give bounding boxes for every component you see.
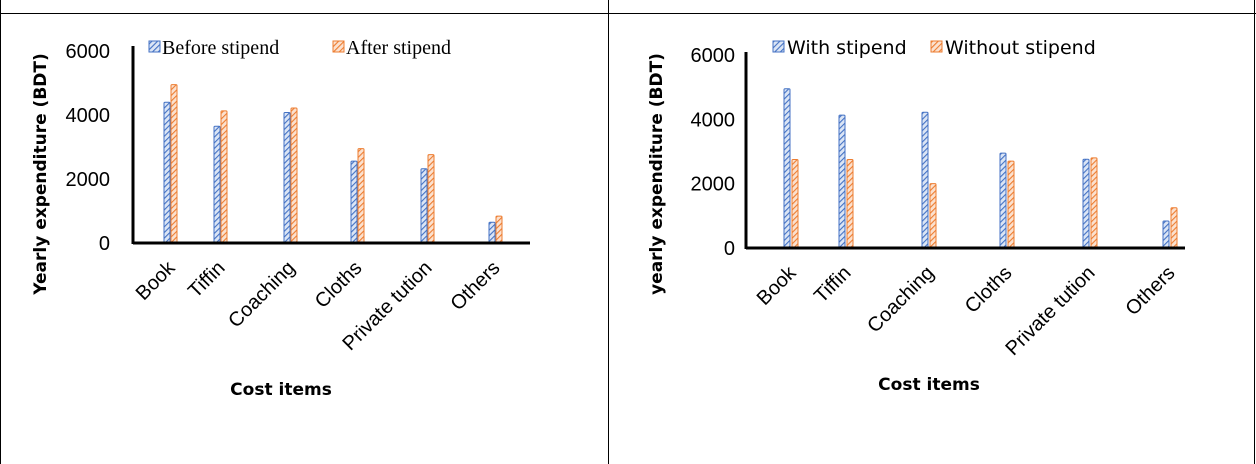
chart-right: With stipend Without stipend yearly expe… [647, 37, 1185, 395]
bar-without-stipend-cloths [1007, 160, 1015, 249]
bar-before-stipend-coaching [283, 111, 291, 244]
legend-swatch-with-stipend [772, 40, 785, 53]
bar-with-stipend-others [1162, 220, 1170, 249]
x-tick-label-tiffin: Tiffin [184, 257, 229, 302]
bar-after-stipend-book [170, 84, 178, 244]
bar-with-stipend-tiffin [838, 114, 846, 249]
bar-after-stipend-others [495, 215, 503, 244]
x-tick-label-coaching: Coaching [863, 262, 938, 337]
x-axis-title-right: Cost items [878, 375, 980, 395]
x-tick-label-others: Others [447, 257, 505, 315]
y-axis-title-right: yearly expenditure (BDT) [647, 53, 667, 295]
y-tick-label-2000: 2000 [66, 169, 111, 191]
y-ticks-right: 0 2000 4000 6000 [691, 45, 736, 260]
bar-without-stipend-coaching [929, 183, 937, 249]
bar-after-stipend-tiffin [220, 110, 228, 244]
legend-label-with-stipend: With stipend [787, 37, 907, 59]
bar-before-stipend-others [488, 221, 496, 244]
bar-before-stipend-tiffin [213, 125, 221, 244]
x-axis-title-left: Cost items [230, 380, 332, 400]
y-tick-label-2000: 2000 [691, 174, 736, 196]
y-tick-label-4000: 4000 [691, 109, 736, 131]
bar-without-stipend-tiffin [846, 159, 854, 249]
bar-with-stipend-private-tution [1082, 158, 1090, 249]
bar-before-stipend-private-tution [420, 168, 428, 244]
bar-after-stipend-cloths [357, 148, 365, 244]
y-tick-label-4000: 4000 [66, 105, 111, 127]
bar-without-stipend-others [1170, 207, 1178, 249]
x-tick-label-tiffin: Tiffin [810, 262, 855, 307]
bar-after-stipend-coaching [290, 107, 298, 244]
bar-with-stipend-coaching [921, 111, 929, 249]
bar-without-stipend-book [791, 159, 799, 249]
bar-after-stipend-private-tution [427, 154, 435, 244]
bars-left [163, 84, 503, 244]
legend-right: With stipend Without stipend [772, 37, 1096, 59]
y-tick-label-6000: 6000 [66, 41, 111, 63]
bar-with-stipend-book [783, 88, 791, 249]
x-tick-label-others: Others [1122, 262, 1180, 320]
bar-without-stipend-private-tution [1090, 157, 1098, 249]
y-axis-title-left: Yearly expenditure (BDT) [31, 53, 51, 296]
legend-swatch-before-stipend [148, 40, 161, 53]
bar-before-stipend-book [163, 101, 171, 244]
x-tick-label-cloths: Cloths [311, 257, 367, 313]
chart-left: Before stipend After stipend Yearly expe… [31, 37, 530, 400]
x-tick-label-book: Book [132, 256, 180, 304]
y-tick-label-0: 0 [724, 238, 735, 260]
legend-label-without-stipend: Without stipend [945, 37, 1096, 59]
legend-left: Before stipend After stipend [148, 37, 451, 59]
x-tick-label-private-tution: Private tution [1001, 262, 1099, 360]
y-ticks-left: 0 2000 4000 6000 [66, 41, 111, 255]
bar-before-stipend-cloths [350, 160, 358, 244]
bar-with-stipend-cloths [999, 152, 1007, 249]
legend-label-before-stipend: Before stipend [162, 37, 279, 59]
bars-right [783, 88, 1178, 249]
legend-swatch-without-stipend [930, 40, 943, 53]
legend-swatch-after-stipend [332, 40, 345, 53]
y-tick-label-6000: 6000 [691, 45, 736, 67]
x-tick-label-coaching: Coaching [224, 257, 299, 332]
y-tick-label-0: 0 [99, 233, 110, 255]
x-tick-label-book: Book [753, 261, 801, 309]
legend-label-after-stipend: After stipend [346, 37, 451, 59]
x-tick-label-cloths: Cloths [961, 262, 1017, 318]
